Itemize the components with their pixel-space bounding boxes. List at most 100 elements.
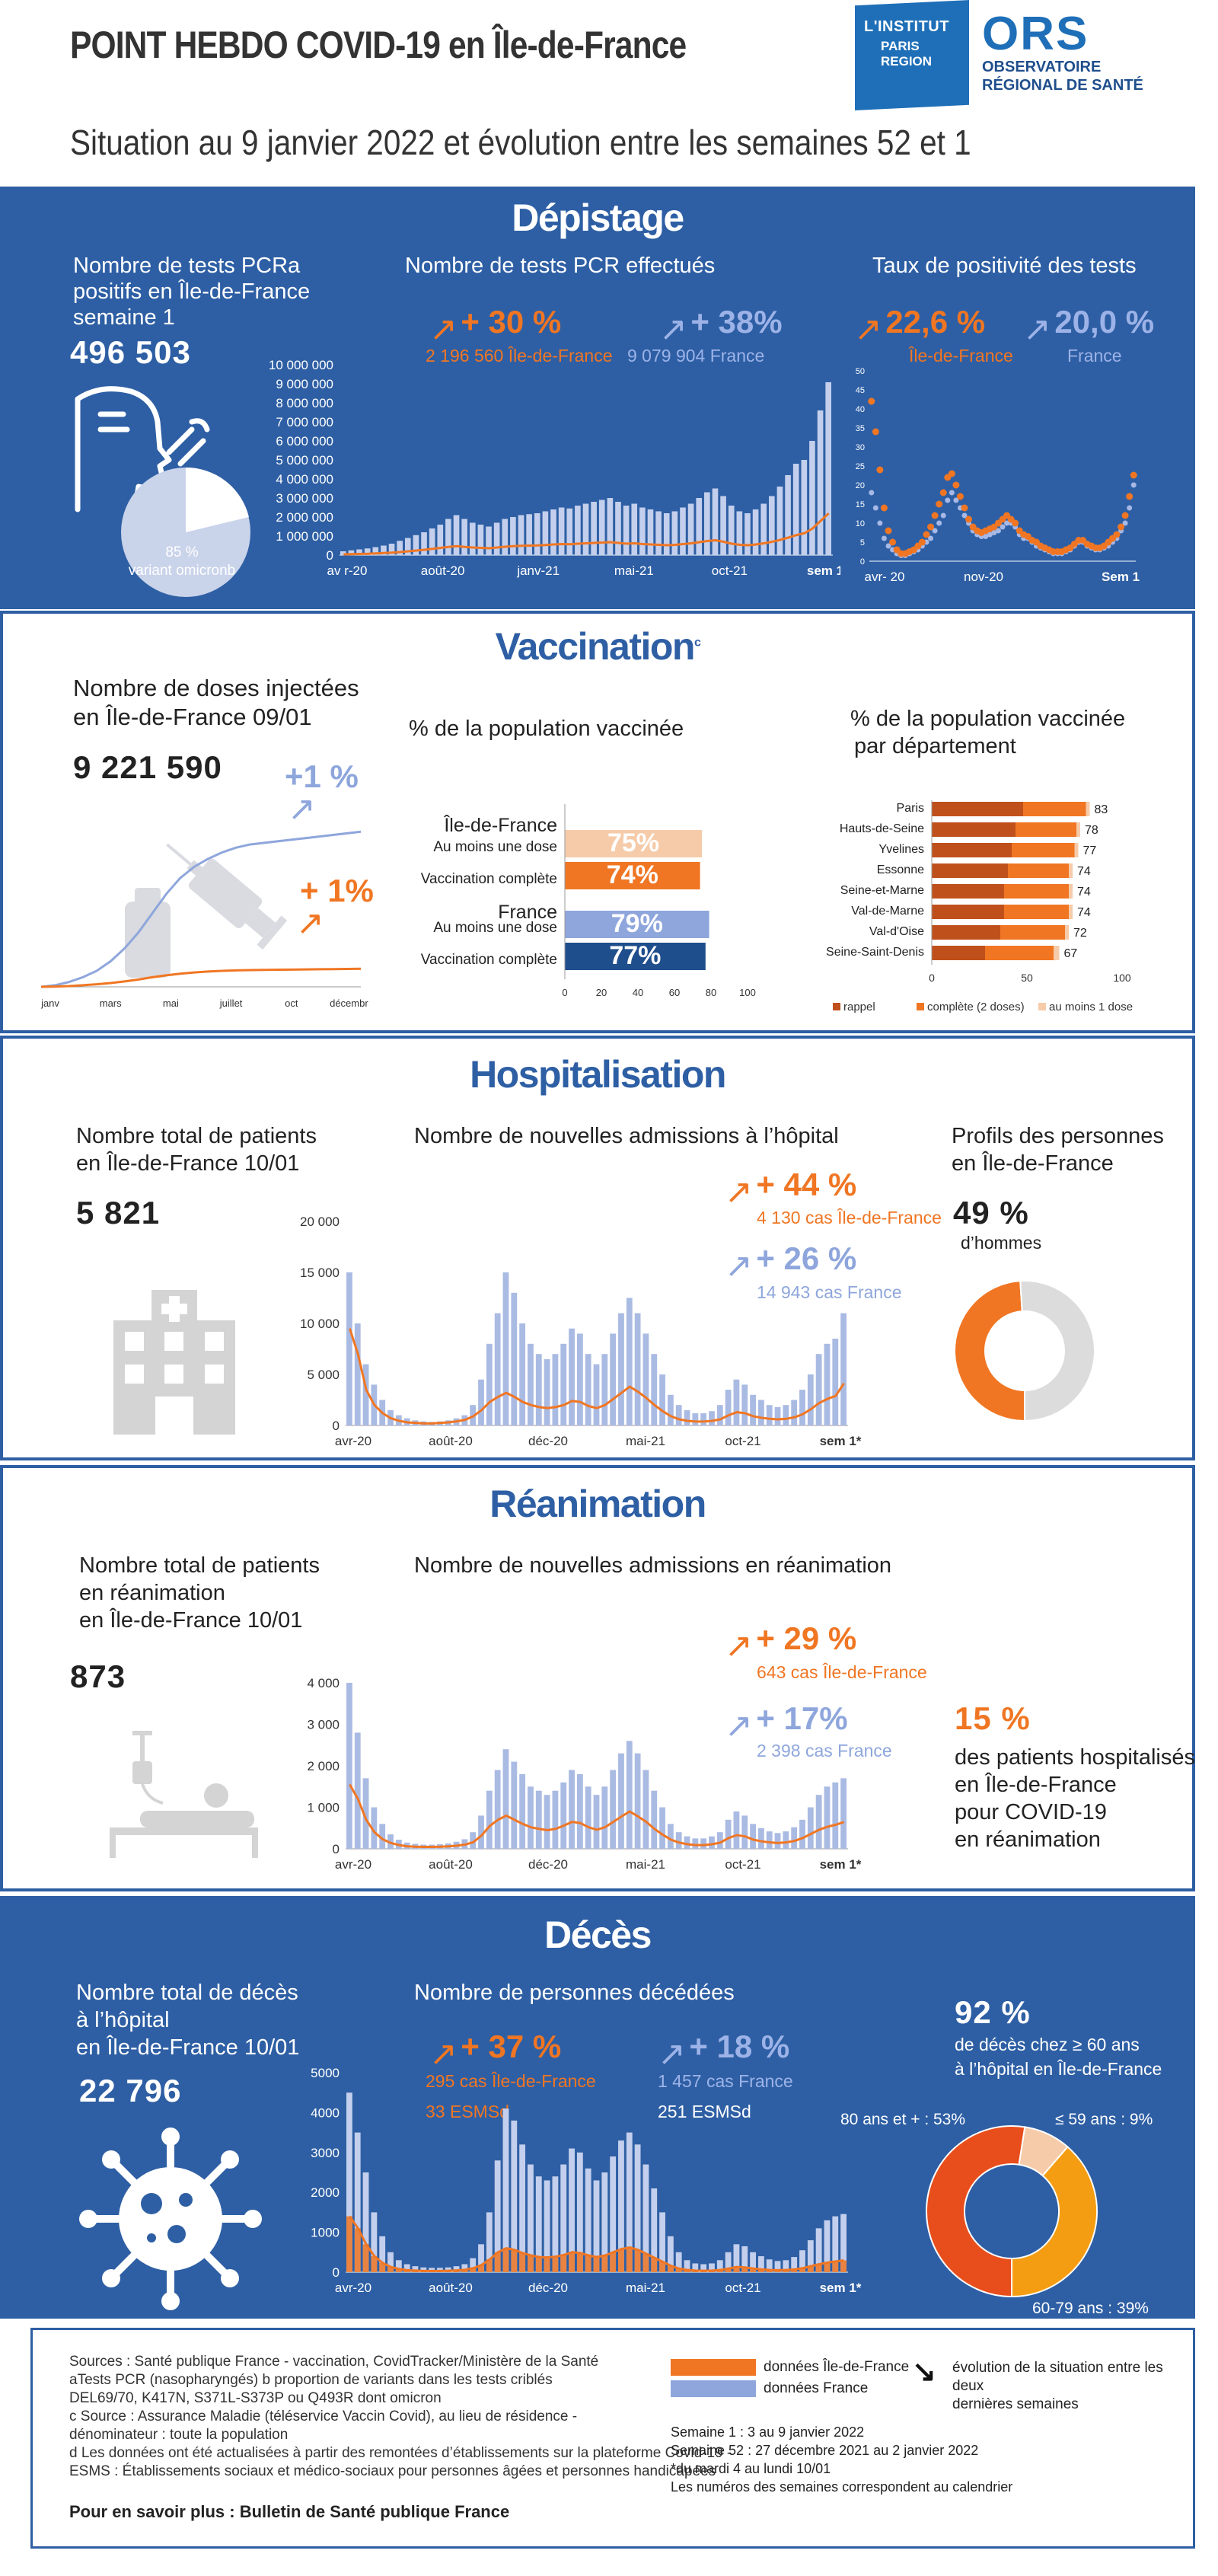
bar-idf <box>528 2255 534 2272</box>
x-tick-label: mai-21 <box>626 1857 665 1872</box>
bar-idf <box>651 2258 658 2272</box>
point-france <box>961 512 968 519</box>
bar-france <box>807 2240 814 2272</box>
arrow-up-icon: ↗ <box>288 790 316 828</box>
bar-france <box>651 2188 658 2272</box>
y-tick-label: 5 000 000 <box>276 453 333 468</box>
bar-france <box>502 1272 509 1425</box>
x-tick-label: sem 1 <box>807 563 840 578</box>
bar-0 <box>932 946 985 960</box>
x-tick-label: mai <box>163 998 179 1009</box>
bar-france <box>840 1778 847 1849</box>
bar-france <box>825 382 831 555</box>
slice-label: 60-79 ans : 39% <box>1032 2300 1149 2317</box>
bar-france <box>675 1832 682 1849</box>
y-tick-label: 0 <box>333 1842 340 1856</box>
bar-france <box>397 541 403 555</box>
bar-france <box>593 1795 600 1849</box>
bar-idf <box>354 2228 361 2272</box>
bar-france <box>576 2152 583 2272</box>
over60-label-2: à l’hôpital en Île-de-France <box>955 2059 1162 2079</box>
source-line: c Source : Assurance Maladie (téléservic… <box>69 2408 578 2424</box>
bar-idf <box>684 2270 690 2272</box>
bar-idf <box>832 2261 839 2272</box>
bar-idf <box>486 2259 493 2272</box>
arrow-up-icon: ↗ <box>429 2035 458 2073</box>
bar-france <box>639 507 646 555</box>
hosp-total-value: 5 821 <box>76 1195 161 1231</box>
legend-swatch <box>833 1003 840 1010</box>
bar-france <box>528 2164 534 2272</box>
bar-france <box>766 1405 773 1425</box>
reanimation-panel: Réanimation Nombre total de patients en … <box>0 1465 1195 1891</box>
deces-title: Décès <box>544 1914 652 1956</box>
bar-france <box>700 1412 707 1425</box>
category-label: Val-de-Marne <box>851 905 924 918</box>
bar-france <box>776 487 783 555</box>
bar-france <box>774 1833 781 1849</box>
men-pct: 49 % <box>953 1195 1029 1231</box>
x-tick-label: 80 <box>706 987 716 998</box>
bar-france <box>791 1400 798 1425</box>
bar-france <box>412 2266 419 2272</box>
bar-france <box>364 548 371 555</box>
x-tick-label: 50 <box>1021 972 1033 984</box>
y-tick-label: 15 000 <box>300 1266 340 1280</box>
bar-france <box>437 525 444 555</box>
legend-swatch <box>917 1003 924 1010</box>
bar-0 <box>932 863 1008 878</box>
bar-france <box>626 1298 633 1425</box>
data-label: 75% <box>607 828 659 857</box>
data-label: 78 <box>1085 824 1098 837</box>
y-tick-label: 10 <box>856 519 865 528</box>
bar-france <box>535 1354 542 1425</box>
legend-fr-swatch <box>671 2380 756 2397</box>
bar-france <box>519 1773 526 1849</box>
bar-france <box>725 2252 732 2272</box>
y-tick-label: 5000 <box>311 2067 340 2080</box>
bar-idf <box>610 2252 617 2272</box>
doses-label-2: en Île-de-France 09/01 <box>73 704 312 730</box>
bar-france <box>757 1400 764 1425</box>
x-tick-label: avr- 20 <box>865 570 905 584</box>
arrow-up-icon: ↗ <box>658 2035 686 2073</box>
data-label: 74 <box>1077 886 1091 899</box>
x-tick-label: sem 1* <box>820 1434 862 1448</box>
more-info-link[interactable]: Pour en savoir plus : Bulletin de Santé … <box>69 2502 510 2521</box>
bar-idf <box>750 2268 756 2272</box>
bar-idf <box>461 2269 468 2272</box>
bar-france <box>470 1832 477 1849</box>
x-tick-label: oct-21 <box>712 563 748 578</box>
tests-chart: 0 1 000 000 2 000 000 3 000 000 4 000 000 5 0… <box>269 358 840 578</box>
doses-label-1: Nombre de doses injectées <box>73 675 359 701</box>
x-tick-label: oct <box>285 998 298 1009</box>
positivity-idf: ↗ 22,6 % <box>854 304 986 348</box>
hospitalisation-title: Hospitalisation <box>470 1053 726 1096</box>
y-tick-label: 5 000 <box>307 1368 340 1382</box>
icu-bed-icon <box>110 1731 258 1858</box>
y-tick-label: 1 000 <box>307 1801 340 1815</box>
x-tick-label: décembre <box>330 998 368 1009</box>
line-idf <box>40 967 362 988</box>
bar-idf <box>642 2253 649 2272</box>
x-tick-label: 20 <box>596 987 607 998</box>
y-tick-label: 10 000 000 <box>269 358 333 372</box>
point-france <box>936 520 942 526</box>
bar-france <box>560 2164 567 2272</box>
bar-idf <box>519 2252 526 2272</box>
category-label: Vaccination complète <box>421 952 557 968</box>
bar-france <box>601 1786 608 1849</box>
bar-france <box>502 519 509 555</box>
bar-france <box>815 2228 822 2272</box>
y-tick-label: 10 000 <box>300 1317 340 1331</box>
x-tick-label: 100 <box>1113 972 1131 984</box>
y-tick-label: 3 000 <box>307 1718 340 1732</box>
bar-france <box>824 1343 831 1425</box>
bar-france <box>783 1831 789 1849</box>
bar-france <box>560 1343 567 1425</box>
hospitalisation-panel: Hospitalisation Nombre total de patients… <box>0 1036 1195 1460</box>
bar-france <box>799 2250 805 2272</box>
bar-france <box>371 2212 378 2272</box>
slice-label: 80 ans et + : 53% <box>840 2111 965 2128</box>
